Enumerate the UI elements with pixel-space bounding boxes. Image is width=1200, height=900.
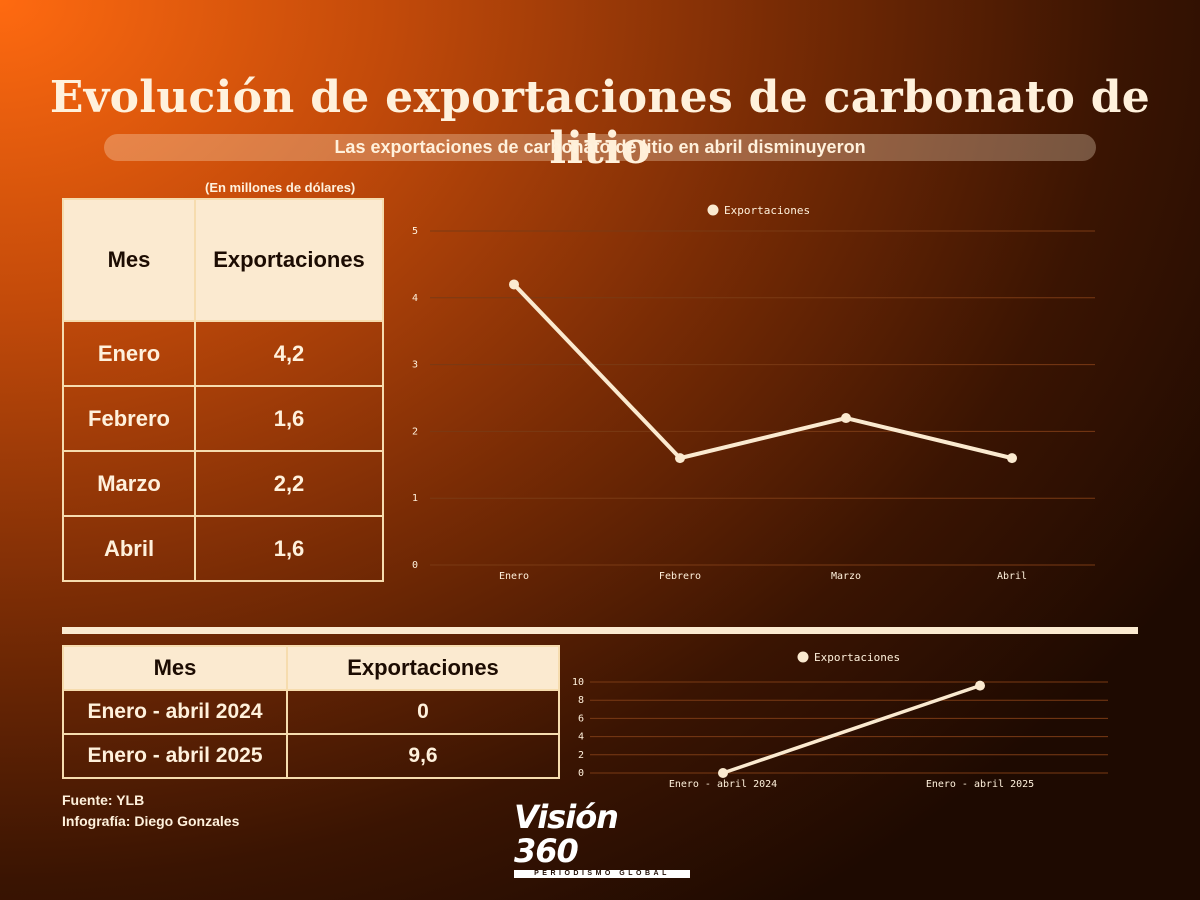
subtitle-banner: Las exportaciones de carbonato de litio …	[104, 134, 1096, 161]
y-tick-label: 0	[578, 768, 584, 779]
table-row: Marzo 2,2	[62, 450, 384, 517]
y-tick-label: 2	[412, 426, 418, 437]
month-cell: Febrero	[62, 385, 196, 452]
data-point	[718, 768, 728, 778]
table-row: Enero - abril 2024 0	[62, 689, 560, 735]
month-cell: Marzo	[62, 450, 196, 517]
x-tick-label: Marzo	[831, 571, 861, 582]
column-header-mes: Mes	[62, 198, 196, 322]
table-row: Enero - abril 2025 9,6	[62, 733, 560, 779]
section-divider	[62, 627, 1138, 634]
table-row: Abril 1,6	[62, 515, 384, 582]
y-tick-label: 8	[578, 695, 584, 706]
x-tick-label: Enero - abril 2024	[669, 779, 777, 790]
y-tick-label: 10	[572, 677, 584, 688]
series-line	[512, 283, 1013, 461]
data-point	[841, 413, 851, 424]
table-row: Enero 4,2	[62, 320, 384, 387]
data-point	[675, 453, 685, 464]
legend-marker	[707, 204, 719, 216]
column-header-exportaciones: Exportaciones	[194, 198, 384, 322]
table-header-row: Mes Exportaciones	[62, 198, 384, 322]
period-exports-table: Mes Exportaciones Enero - abril 2024 0 E…	[62, 645, 560, 779]
table-row: Febrero 1,6	[62, 385, 384, 452]
y-tick-label: 4	[412, 293, 418, 304]
value-cell: 9,6	[286, 733, 560, 779]
y-tick-label: 2	[578, 750, 584, 761]
y-tick-label: 6	[578, 713, 584, 724]
value-cell: 4,2	[194, 320, 384, 387]
legend-label: Exportaciones	[724, 204, 810, 217]
x-tick-label: Enero - abril 2025	[926, 779, 1034, 790]
series-line	[722, 683, 981, 775]
logo-wordmark: Visión 360	[514, 798, 619, 870]
logo-tagline: PERIODISMO GLOBAL	[514, 870, 690, 878]
y-tick-label: 5	[412, 226, 418, 237]
units-note: (En millones de dólares)	[205, 180, 356, 195]
period-cell: Enero - abril 2025	[62, 733, 288, 779]
column-header-exportaciones: Exportaciones	[286, 645, 560, 691]
value-cell: 2,2	[194, 450, 384, 517]
author-credit: Infografía: Diego Gonzales	[62, 813, 240, 829]
credits: Fuente: YLB Infografía: Diego Gonzales	[62, 790, 239, 832]
data-point	[509, 279, 519, 290]
month-cell: Abril	[62, 515, 196, 582]
table-header-row: Mes Exportaciones	[62, 645, 560, 691]
monthly-exports-table: Mes Exportaciones Enero 4,2 Febrero 1,6 …	[62, 198, 384, 582]
column-header-mes: Mes	[62, 645, 288, 691]
page-title: Evolución de exportaciones de carbonato …	[49, 72, 1151, 174]
legend-label: Exportaciones	[814, 651, 900, 664]
x-tick-label: Abril	[997, 571, 1027, 582]
legend-marker	[797, 651, 809, 663]
month-cell: Enero	[62, 320, 196, 387]
vision360-logo: Visión 360 PERIODISMO GLOBAL	[514, 800, 690, 878]
y-tick-label: 3	[412, 360, 418, 371]
y-tick-label: 4	[578, 732, 584, 743]
data-point	[975, 680, 985, 691]
monthly-line-chart: 0 1 2 3 4 5 Enero Febrero Marzo Abril Exportacione…	[412, 204, 1095, 582]
source-credit: Fuente: YLB	[62, 792, 145, 808]
value-cell: 1,6	[194, 515, 384, 582]
period-cell: Enero - abril 2024	[62, 689, 288, 735]
data-point	[1007, 453, 1017, 464]
value-cell: 0	[286, 689, 560, 735]
period-line-chart: 0 2 4 6 8 10 Enero - abril 2024 Enero - abril 2…	[572, 651, 1108, 790]
x-tick-label: Febrero	[659, 571, 701, 582]
x-tick-label: Enero	[499, 571, 529, 582]
y-tick-label: 1	[412, 493, 418, 504]
value-cell: 1,6	[194, 385, 384, 452]
y-tick-label: 0	[412, 560, 418, 571]
